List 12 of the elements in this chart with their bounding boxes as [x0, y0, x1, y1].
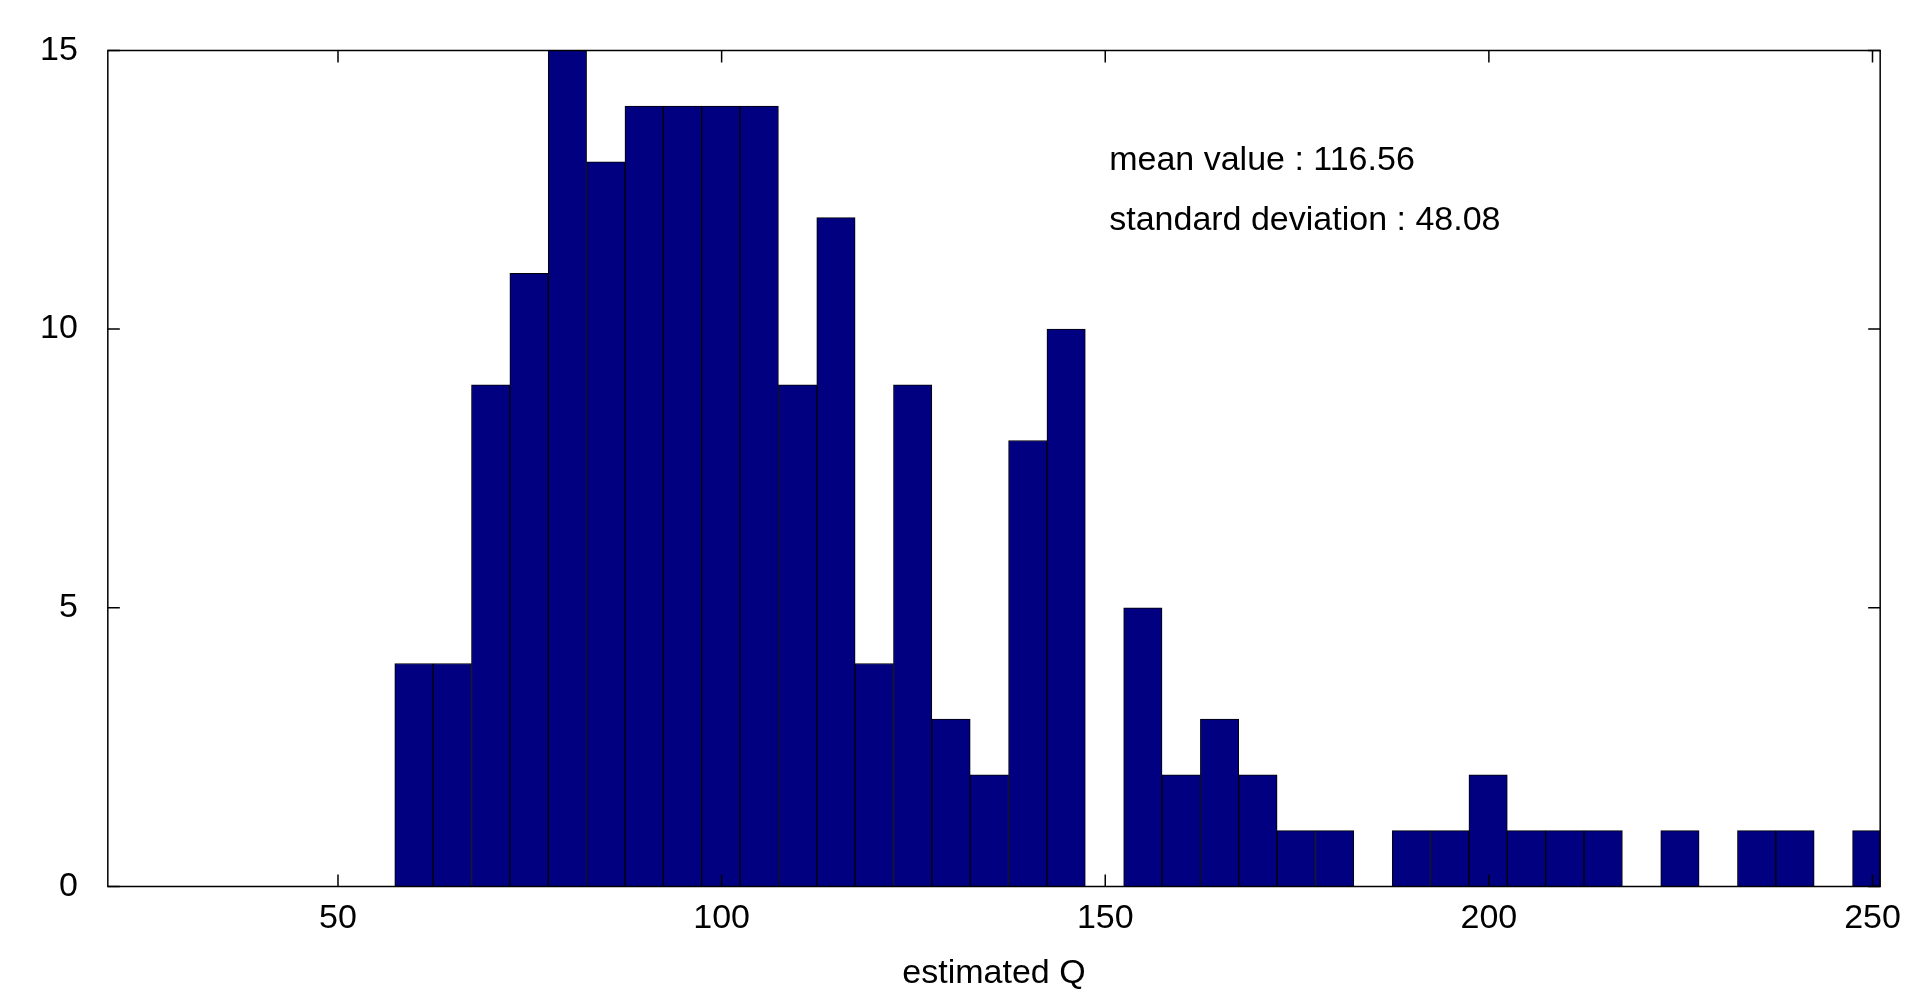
x-tick-label: 150 [1076, 897, 1134, 936]
annotation: standard deviation : 48.08 [1109, 198, 1501, 237]
y-tick-label: 15 [39, 28, 78, 67]
x-tick-label: 200 [1460, 897, 1518, 936]
x-tick-label: 50 [319, 897, 357, 936]
annotation: mean value : 116.56 [1109, 138, 1415, 177]
y-tick-label: 5 [58, 586, 78, 625]
y-tick-label: 0 [58, 864, 78, 903]
x-tick-label: 250 [1844, 897, 1901, 936]
x-axis-title: estimated Q [902, 951, 1086, 990]
y-tick-label: 10 [39, 307, 78, 346]
x-tick-label: 100 [693, 897, 750, 936]
